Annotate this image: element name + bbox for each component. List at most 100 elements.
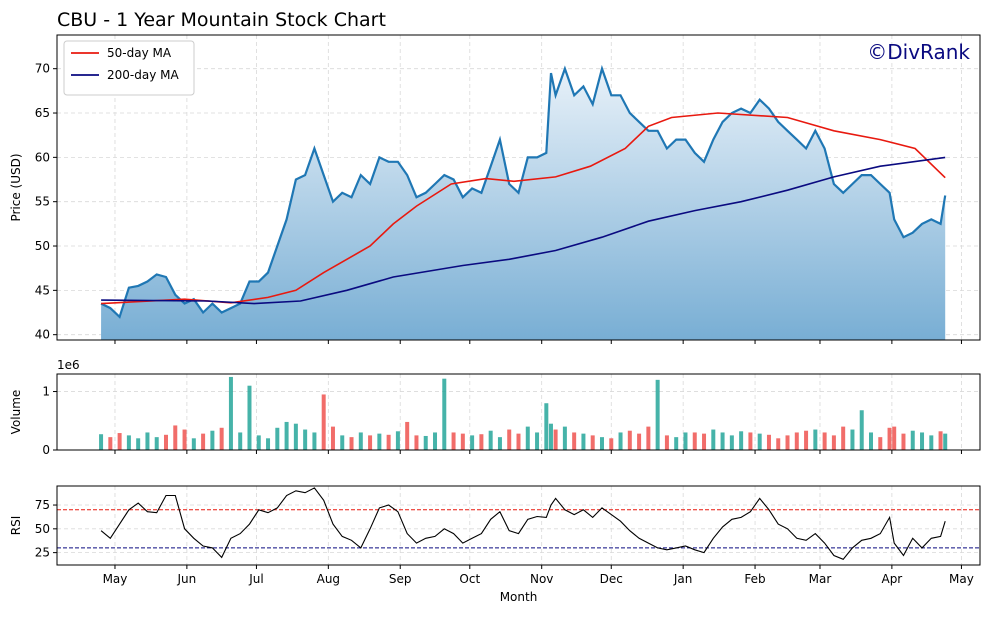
bar	[303, 429, 308, 450]
x-tick-label: Nov	[530, 572, 553, 586]
y-tick-label: 25	[35, 546, 50, 560]
bar	[256, 435, 261, 450]
legend-label: 50-day MA	[107, 46, 172, 60]
series-line	[101, 112, 946, 305]
bar	[822, 432, 827, 450]
bar	[497, 437, 502, 450]
bar	[395, 431, 400, 450]
bar	[729, 435, 734, 450]
bar	[813, 429, 818, 450]
axes-frame	[56, 373, 981, 451]
x-tick-label: Sep	[389, 572, 412, 586]
bar	[776, 438, 781, 450]
bar	[117, 433, 122, 450]
y-tick-label: 45	[35, 283, 50, 297]
bar	[247, 385, 252, 450]
bar	[859, 410, 864, 450]
x-axis-label: Month	[500, 590, 538, 604]
bar	[581, 433, 586, 450]
y-axis-label: Volume	[9, 390, 23, 435]
bar	[525, 426, 530, 450]
x-tick-label: Jul	[248, 572, 263, 586]
bar	[892, 426, 897, 450]
bar	[182, 429, 187, 450]
y-tick-label: 40	[35, 328, 50, 342]
bar	[562, 426, 567, 450]
bar	[938, 431, 943, 450]
bar	[377, 433, 382, 450]
bar	[878, 437, 883, 450]
bar	[507, 429, 512, 450]
bar	[349, 437, 354, 450]
bar	[201, 433, 206, 450]
bar	[785, 435, 790, 450]
series-line	[100, 64, 947, 319]
bar	[358, 432, 363, 450]
bar	[405, 421, 410, 450]
bar	[266, 438, 271, 450]
y-tick-label: 70	[35, 62, 50, 76]
offset-label: 1e6	[57, 358, 80, 372]
bar	[841, 426, 846, 450]
bar	[683, 432, 688, 450]
bar	[293, 423, 298, 450]
axes-frame	[56, 34, 981, 341]
bar	[590, 435, 595, 450]
y-tick-label: 50	[35, 239, 50, 253]
bar	[720, 432, 725, 450]
bar	[766, 434, 771, 450]
bar	[943, 433, 948, 450]
bar	[136, 438, 141, 450]
bar	[901, 433, 906, 450]
bar	[312, 432, 317, 450]
bar	[191, 438, 196, 450]
bar	[664, 435, 669, 450]
x-tick-label: Jan	[673, 572, 693, 586]
bar	[609, 438, 614, 450]
bar	[748, 432, 753, 450]
bar	[869, 432, 874, 450]
bar	[702, 433, 707, 450]
chart-title: CBU - 1 Year Mountain Stock Chart	[57, 9, 386, 31]
bar	[433, 432, 438, 450]
x-tick-label: Feb	[744, 572, 765, 586]
bar	[219, 427, 224, 450]
bar	[238, 432, 243, 450]
bar	[330, 426, 335, 450]
bar	[535, 432, 540, 450]
y-tick-label: 0	[42, 443, 50, 457]
bar	[126, 435, 131, 450]
x-tick-label: Oct	[459, 572, 480, 586]
bar	[599, 437, 604, 450]
bar	[674, 437, 679, 450]
watermark: ©DivRank	[867, 40, 970, 64]
bar	[887, 427, 892, 450]
bar	[470, 435, 475, 450]
bar	[910, 430, 915, 450]
y-axis-label: RSI	[9, 516, 23, 536]
bar	[173, 425, 178, 450]
x-tick-label: Apr	[881, 572, 902, 586]
bar	[154, 437, 159, 450]
bar	[757, 433, 762, 450]
x-tick-label: Dec	[600, 572, 623, 586]
bar	[479, 434, 484, 450]
bar	[618, 432, 623, 450]
y-tick-label: 55	[35, 195, 50, 209]
bar	[210, 430, 215, 450]
bar	[920, 432, 925, 450]
bar	[414, 435, 419, 450]
bar	[228, 376, 233, 450]
bar	[99, 434, 104, 450]
y-tick-label: 75	[35, 498, 50, 512]
y-tick-label: 1	[42, 385, 50, 399]
bar	[646, 426, 651, 450]
legend-box	[63, 40, 195, 96]
bar	[572, 432, 577, 450]
bar	[488, 430, 493, 450]
bar	[739, 431, 744, 450]
bar	[548, 423, 553, 450]
bar	[340, 435, 345, 450]
series-line	[101, 156, 946, 305]
bar	[637, 433, 642, 450]
